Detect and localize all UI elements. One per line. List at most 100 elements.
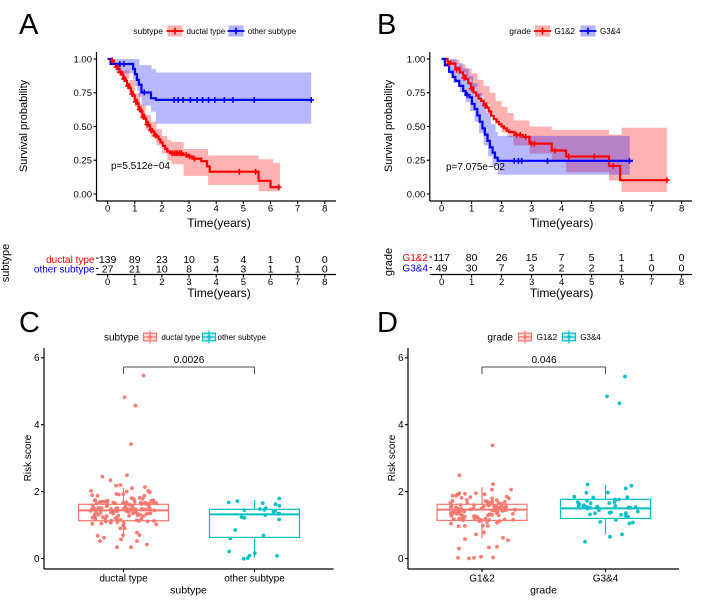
svg-text:0: 0 — [439, 204, 444, 215]
svg-text:3: 3 — [186, 204, 191, 215]
svg-text:3: 3 — [240, 264, 246, 276]
svg-text:p=7.075e−02: p=7.075e−02 — [446, 162, 505, 173]
svg-text:Time(years): Time(years) — [530, 216, 594, 230]
svg-text:4: 4 — [559, 277, 564, 288]
svg-text:1: 1 — [619, 263, 625, 275]
svg-text:1: 1 — [469, 204, 474, 215]
svg-text:3: 3 — [186, 277, 191, 288]
svg-text:0: 0 — [649, 263, 655, 275]
svg-text:6: 6 — [619, 277, 624, 288]
svg-text:10: 10 — [183, 254, 195, 266]
svg-text:49: 49 — [436, 263, 448, 275]
svg-text:7: 7 — [559, 252, 565, 264]
svg-text:0: 0 — [322, 264, 328, 276]
svg-text:G1&2: G1&2 — [555, 27, 576, 36]
svg-text:6: 6 — [268, 277, 273, 288]
svg-text:G3&4: G3&4 — [593, 574, 619, 585]
svg-text:5: 5 — [213, 254, 219, 266]
svg-text:6: 6 — [268, 204, 273, 215]
svg-text:grade: grade — [383, 248, 395, 276]
svg-text:2: 2 — [159, 204, 164, 215]
svg-text:1: 1 — [649, 252, 655, 264]
svg-text:0: 0 — [679, 252, 685, 264]
svg-text:0: 0 — [398, 554, 404, 565]
svg-text:0.25: 0.25 — [74, 156, 93, 167]
svg-text:7: 7 — [649, 277, 654, 288]
svg-text:0: 0 — [105, 277, 110, 288]
svg-text:other subtype: other subtype — [224, 574, 285, 585]
svg-text:0: 0 — [105, 204, 110, 215]
svg-text:26: 26 — [496, 252, 508, 264]
svg-text:other subtype: other subtype — [218, 333, 267, 342]
svg-text:other subtype: other subtype — [248, 27, 297, 36]
svg-text:1: 1 — [469, 277, 474, 288]
svg-text:1.00: 1.00 — [74, 54, 93, 65]
svg-text:G1&2: G1&2 — [469, 574, 495, 585]
svg-text:8: 8 — [679, 204, 684, 215]
svg-text:p=5.512e−04: p=5.512e−04 — [111, 161, 170, 172]
svg-text:7: 7 — [295, 277, 300, 288]
svg-text:G3&4: G3&4 — [600, 27, 621, 36]
svg-text:G3&4: G3&4 — [402, 264, 428, 275]
svg-text:30: 30 — [466, 263, 478, 275]
svg-text:5: 5 — [241, 277, 246, 288]
svg-text:ductal type: ductal type — [99, 574, 148, 585]
svg-text:4: 4 — [398, 420, 404, 431]
svg-text:0: 0 — [322, 254, 328, 266]
svg-text:15: 15 — [526, 252, 538, 264]
svg-text:5: 5 — [589, 277, 594, 288]
svg-text:0.75: 0.75 — [74, 88, 93, 99]
svg-text:G3&4: G3&4 — [580, 333, 601, 342]
svg-text:grade: grade — [487, 333, 513, 344]
svg-text:1: 1 — [132, 277, 137, 288]
svg-text:6: 6 — [34, 353, 40, 364]
svg-text:0.00: 0.00 — [407, 189, 426, 200]
svg-text:21: 21 — [129, 264, 141, 276]
svg-text:8: 8 — [679, 277, 684, 288]
svg-text:0: 0 — [679, 263, 685, 275]
svg-text:4: 4 — [34, 420, 40, 431]
svg-text:0: 0 — [34, 554, 40, 565]
svg-text:7: 7 — [649, 204, 654, 215]
svg-text:0.50: 0.50 — [74, 122, 93, 133]
svg-text:0: 0 — [295, 254, 301, 266]
svg-text:6: 6 — [619, 204, 624, 215]
svg-text:0.046: 0.046 — [531, 355, 556, 366]
svg-text:8: 8 — [322, 277, 327, 288]
svg-text:1: 1 — [295, 264, 301, 276]
svg-text:2: 2 — [589, 263, 595, 275]
svg-text:ductal type: ductal type — [187, 27, 226, 36]
svg-text:139: 139 — [99, 254, 117, 266]
svg-text:G1&2: G1&2 — [402, 253, 428, 264]
svg-text:B: B — [377, 9, 396, 41]
svg-text:80: 80 — [466, 252, 478, 264]
svg-text:27: 27 — [102, 264, 114, 276]
svg-text:2: 2 — [499, 204, 504, 215]
svg-text:Risk score: Risk score — [387, 434, 398, 481]
svg-text:other subtype: other subtype — [34, 265, 95, 276]
svg-text:2: 2 — [159, 277, 164, 288]
svg-text:1: 1 — [132, 204, 137, 215]
svg-text:0.25: 0.25 — [407, 156, 426, 167]
svg-text:5: 5 — [589, 204, 594, 215]
svg-text:Time(years): Time(years) — [187, 286, 251, 300]
svg-text:8: 8 — [322, 204, 327, 215]
svg-text:10: 10 — [156, 264, 168, 276]
svg-text:4: 4 — [213, 264, 219, 276]
svg-text:4: 4 — [214, 204, 219, 215]
svg-text:4: 4 — [240, 254, 246, 266]
svg-text:subtype: subtype — [0, 244, 12, 283]
svg-text:3: 3 — [529, 204, 534, 215]
svg-text:0.50: 0.50 — [407, 122, 426, 133]
svg-text:Survival probability: Survival probability — [18, 79, 30, 172]
svg-text:A: A — [19, 9, 39, 41]
svg-text:Survival probability: Survival probability — [383, 79, 395, 172]
svg-text:Time(years): Time(years) — [187, 216, 251, 230]
svg-text:23: 23 — [156, 254, 168, 266]
svg-text:Time(years): Time(years) — [530, 286, 594, 300]
svg-text:2: 2 — [34, 487, 40, 498]
svg-text:117: 117 — [433, 252, 450, 264]
svg-text:3: 3 — [529, 277, 534, 288]
svg-text:4: 4 — [559, 204, 564, 215]
svg-text:5: 5 — [241, 204, 246, 215]
